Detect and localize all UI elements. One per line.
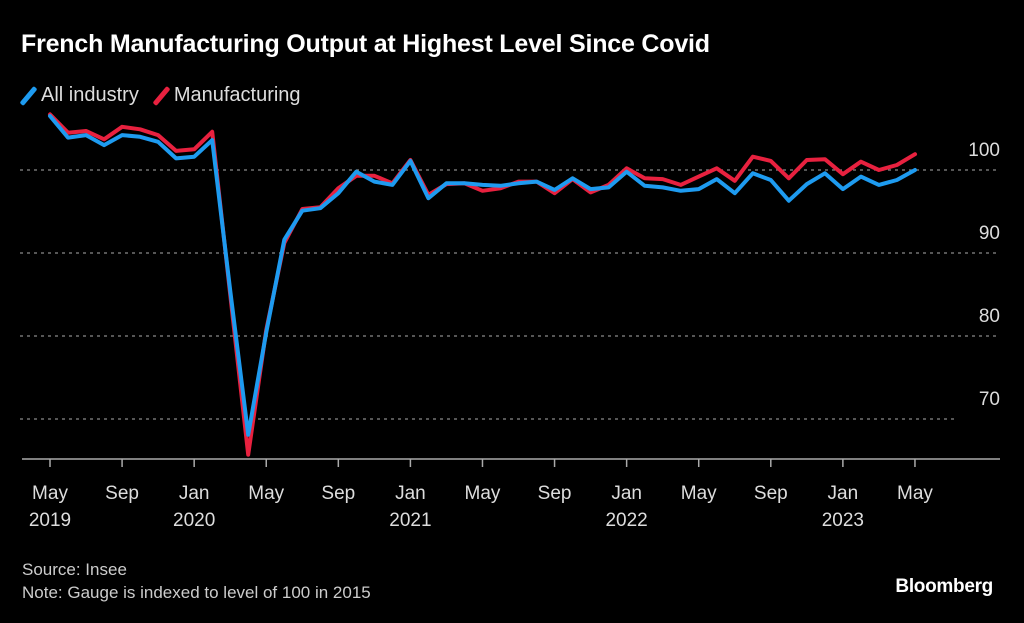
y-tick-label: 100 <box>968 140 1000 161</box>
legend-label-manufacturing: Manufacturing <box>173 84 301 106</box>
series-lines <box>48 112 917 457</box>
x-tick-label-year: 2021 <box>389 510 431 531</box>
x-tick-label-year: 2023 <box>822 510 864 531</box>
legend-item-manufacturing: Manufacturing <box>152 84 301 107</box>
series-line-all-industry <box>48 114 917 437</box>
x-tick-label-month: May <box>248 483 284 504</box>
x-tick-label-month: Sep <box>105 483 139 504</box>
x-tick-label-month: Jan <box>179 483 210 504</box>
y-axis-labels: 70 80 90 100 <box>968 140 1000 410</box>
bloomberg-logo: Bloomberg <box>895 576 993 597</box>
x-tick-label-year: 2020 <box>173 510 215 531</box>
chart-title: French Manufacturing Output at Highest L… <box>21 30 710 58</box>
series-line-manufacturing <box>48 112 917 457</box>
x-tick-label-month: Sep <box>321 483 355 504</box>
x-tick-label-month: May <box>32 483 68 504</box>
x-tick-label-month: Sep <box>754 483 788 504</box>
source-note: Source: Insee <box>22 560 127 579</box>
x-tick-label-year: 2019 <box>29 510 71 531</box>
y-tick-label: 80 <box>979 306 1000 327</box>
y-tick-label: 90 <box>979 223 1000 244</box>
index-note: Note: Gauge is indexed to level of 100 i… <box>22 583 371 602</box>
y-tick-label: 70 <box>979 389 1000 410</box>
x-tick-label-month: Sep <box>538 483 572 504</box>
x-tick-label-month: Jan <box>611 483 642 504</box>
legend: All industry Manufacturing <box>19 84 317 107</box>
gridlines <box>20 169 1000 420</box>
x-tick-label-month: May <box>681 483 717 504</box>
x-tick-label-month: May <box>897 483 933 504</box>
legend-item-all-industry: All industry <box>19 84 139 107</box>
x-tick-label-month: May <box>465 483 501 504</box>
footer: Source: Insee Note: Gauge is indexed to … <box>22 558 371 604</box>
x-tick-label-year: 2022 <box>605 510 647 531</box>
legend-label-all-industry: All industry <box>41 84 139 106</box>
x-tick-label-month: Jan <box>395 483 426 504</box>
x-tick-label-month: Jan <box>828 483 859 504</box>
x-axis: May 2019 Sep Jan 2020 May Sep Jan 2021 May Sep Jan 2… <box>22 458 1000 531</box>
